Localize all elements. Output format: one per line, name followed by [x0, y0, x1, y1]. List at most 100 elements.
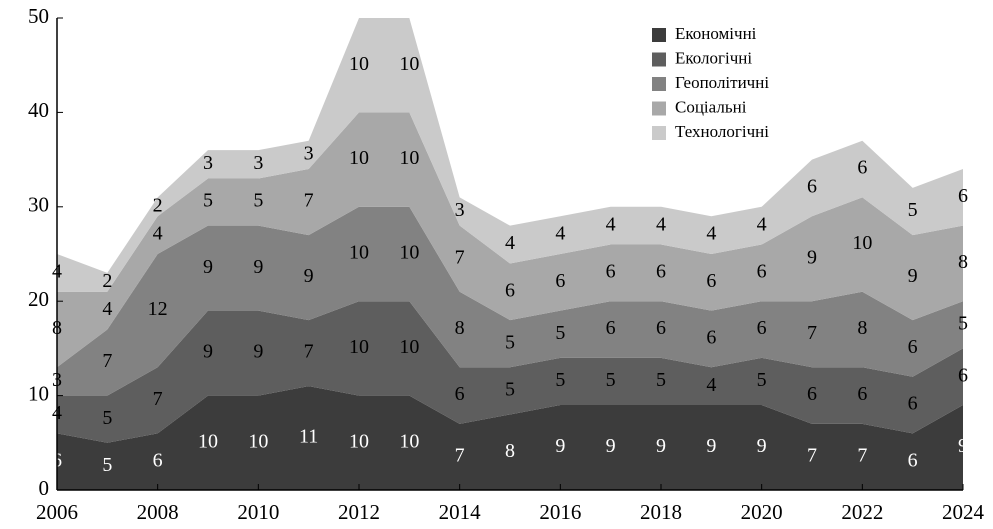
legend-label: Геополітичні — [675, 73, 769, 92]
x-tick-label: 2008 — [137, 500, 179, 524]
data-label: 6 — [908, 449, 918, 471]
data-label: 7 — [455, 246, 465, 268]
data-label: 6 — [857, 157, 867, 179]
data-label: 6 — [706, 270, 716, 292]
data-label: 10 — [399, 53, 419, 75]
data-label: 6 — [555, 270, 565, 292]
data-label: 3 — [203, 152, 213, 174]
data-label: 4 — [606, 213, 616, 235]
x-tick-label: 2016 — [539, 500, 581, 524]
data-label: 5 — [203, 190, 213, 212]
data-label: 6 — [958, 185, 968, 207]
data-label: 5 — [606, 369, 616, 391]
data-label: 6 — [757, 260, 767, 282]
x-tick-label: 2020 — [741, 500, 783, 524]
data-label: 8 — [857, 317, 867, 339]
data-label: 10 — [349, 430, 369, 452]
data-label: 10 — [399, 242, 419, 264]
data-label: 7 — [153, 388, 163, 410]
data-label: 10 — [198, 430, 218, 452]
data-label: 5 — [958, 312, 968, 334]
data-label: 9 — [203, 341, 213, 363]
data-label: 5 — [757, 369, 767, 391]
legend-label: Екологічні — [675, 48, 752, 67]
data-label: 6 — [706, 327, 716, 349]
data-label: 6 — [505, 279, 515, 301]
data-label: 7 — [857, 445, 867, 467]
legend-swatch — [652, 126, 666, 140]
legend-swatch — [652, 101, 666, 116]
data-label: 9 — [706, 435, 716, 457]
data-label: 6 — [153, 449, 163, 471]
data-label: 7 — [102, 350, 112, 372]
data-label: 6 — [807, 383, 817, 405]
data-label: 11 — [299, 426, 318, 448]
data-label: 6 — [656, 317, 666, 339]
data-label: 6 — [606, 317, 616, 339]
x-tick-label: 2012 — [338, 500, 380, 524]
data-label: 5 — [555, 369, 565, 391]
data-label: 6 — [807, 176, 817, 198]
data-label: 4 — [656, 213, 666, 235]
y-tick-label: 10 — [28, 381, 49, 405]
data-label: 6 — [656, 260, 666, 282]
data-label: 5 — [505, 378, 515, 400]
data-label: 3 — [304, 142, 314, 164]
data-label: 9 — [757, 435, 767, 457]
data-label: 2 — [102, 270, 112, 292]
data-label: 5 — [102, 454, 112, 476]
data-label: 5 — [253, 190, 263, 212]
area — [57, 301, 963, 443]
data-label: 6 — [958, 364, 968, 386]
data-label: 4 — [153, 223, 163, 245]
data-label: 10 — [399, 430, 419, 452]
data-label: 10 — [399, 147, 419, 169]
data-label: 6 — [455, 383, 465, 405]
data-label: 7 — [304, 341, 314, 363]
x-tick-label: 2018 — [640, 500, 682, 524]
data-label: 10 — [349, 147, 369, 169]
legend-label: Технологічні — [675, 122, 769, 141]
data-label: 4 — [555, 223, 565, 245]
data-label: 7 — [807, 322, 817, 344]
data-label: 9 — [253, 256, 263, 278]
legend-swatch — [652, 77, 666, 91]
area — [57, 18, 963, 292]
y-tick-label: 30 — [28, 193, 49, 217]
y-tick-label: 50 — [28, 4, 49, 28]
data-label: 10 — [852, 232, 872, 254]
data-label: 4 — [706, 374, 716, 396]
data-label: 8 — [455, 317, 465, 339]
data-label: 8 — [505, 440, 515, 462]
data-label: 8 — [958, 251, 968, 273]
area — [57, 112, 963, 368]
data-label: 6 — [908, 336, 918, 358]
data-label: 6 — [606, 260, 616, 282]
data-label: 9 — [908, 265, 918, 287]
data-label: 9 — [807, 246, 817, 268]
data-label: 7 — [455, 445, 465, 467]
data-label: 2 — [153, 194, 163, 216]
data-label: 5 — [102, 407, 112, 429]
data-label: 4 — [102, 298, 112, 320]
data-label: 6 — [857, 383, 867, 405]
x-tick-label: 2022 — [841, 500, 883, 524]
data-label: 7 — [304, 190, 314, 212]
x-tick-label: 2010 — [237, 500, 279, 524]
data-label: 9 — [606, 435, 616, 457]
data-label: 10 — [399, 336, 419, 358]
data-label: 7 — [807, 445, 817, 467]
data-label: 9 — [253, 341, 263, 363]
y-tick-label: 0 — [39, 476, 50, 500]
legend-label: Економічні — [675, 24, 757, 43]
area — [57, 206, 963, 396]
data-label: 5 — [656, 369, 666, 391]
x-tick-label: 2024 — [942, 500, 985, 524]
area — [57, 386, 963, 490]
data-label: 6 — [908, 393, 918, 415]
data-label: 5 — [555, 322, 565, 344]
data-label: 9 — [958, 435, 968, 457]
legend-label: Соціальні — [675, 97, 747, 116]
data-label: 5 — [505, 331, 515, 353]
